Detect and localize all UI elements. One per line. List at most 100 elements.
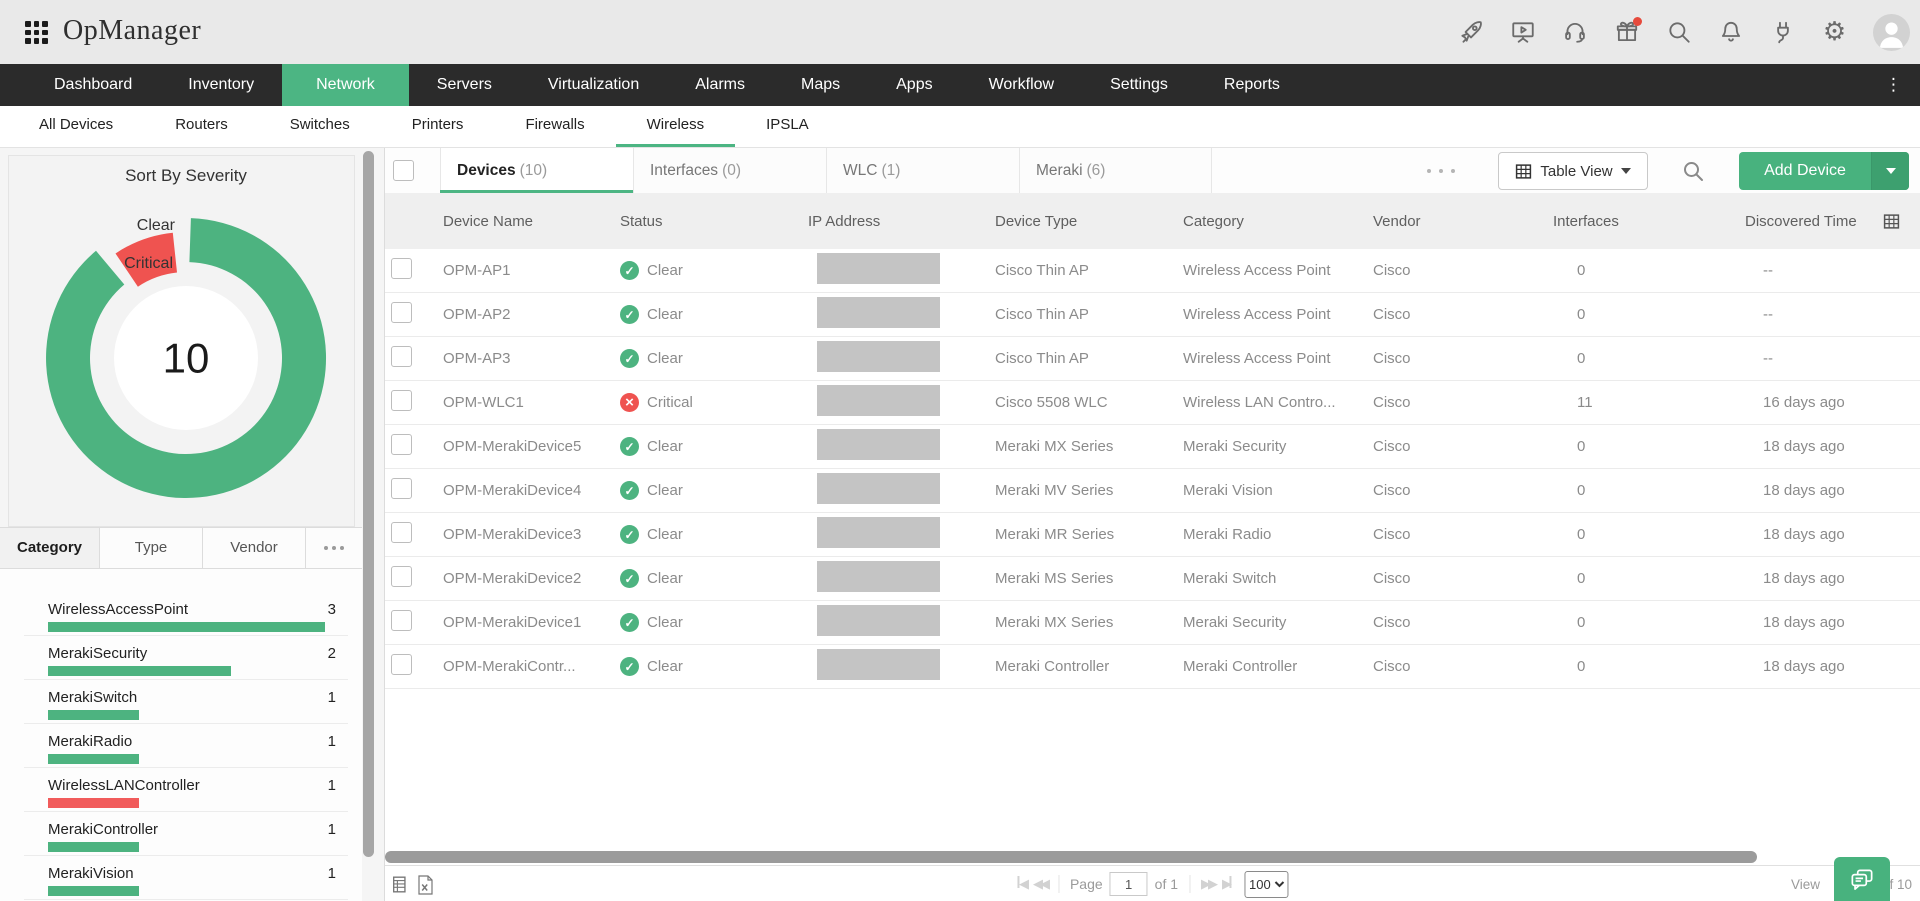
export-table-icon[interactable]	[392, 875, 410, 894]
nav-item[interactable]: Inventory	[188, 76, 255, 93]
prev-page-button[interactable]: ◀◀	[1032, 877, 1050, 892]
subnav-item[interactable]: Switches	[289, 116, 350, 133]
device-name[interactable]: OPM-AP2	[443, 306, 511, 323]
table-row[interactable]: OPM-AP1 Clear Cisco Thin AP Wireless Acc…	[385, 249, 1920, 293]
row-checkbox[interactable]	[391, 610, 412, 631]
horizontal-scrollbar[interactable]	[385, 851, 1757, 863]
first-page-button[interactable]: ◀	[1016, 876, 1029, 892]
row-checkbox[interactable]	[391, 390, 412, 411]
device-name[interactable]: OPM-AP1	[443, 262, 511, 279]
col-device-name[interactable]: Device Name	[443, 212, 534, 230]
subnav-item[interactable]: IPSLA	[766, 116, 809, 133]
table-row[interactable]: OPM-MerakiDevice3 Clear Meraki MR Series…	[385, 513, 1920, 557]
subnav-item[interactable]: Printers	[411, 116, 464, 133]
last-page-button[interactable]: ▶	[1222, 876, 1232, 892]
device-tab[interactable]: WLC (1)	[826, 148, 1019, 193]
settings-gear-icon[interactable]: ⚙	[1822, 17, 1847, 47]
plugin-plug-icon[interactable]	[1769, 19, 1796, 46]
device-name[interactable]: OPM-MerakiContr...	[443, 658, 576, 675]
tabs-more-icon[interactable]	[1427, 169, 1455, 173]
rocket-icon[interactable]	[1457, 19, 1484, 46]
device-name[interactable]: OPM-WLC1	[443, 394, 524, 411]
subnav-item[interactable]: Firewalls	[525, 116, 585, 133]
device-tab[interactable]: Interfaces (0)	[633, 148, 826, 193]
row-checkbox[interactable]	[391, 434, 412, 455]
device-tab[interactable]: Meraki (6)	[1019, 148, 1212, 193]
row-checkbox[interactable]	[391, 522, 412, 543]
global-search-icon[interactable]	[1665, 19, 1692, 46]
presentation-play-icon[interactable]	[1509, 19, 1536, 46]
page-number-input[interactable]	[1109, 872, 1148, 896]
row-checkbox[interactable]	[391, 654, 412, 675]
col-ip-address[interactable]: IP Address	[808, 212, 881, 230]
col-discovered-time[interactable]: Discovered Time	[1745, 212, 1857, 230]
device-name[interactable]: OPM-MerakiDevice5	[443, 438, 582, 455]
category-row[interactable]: MerakiRadio 1	[24, 724, 348, 768]
tab-category[interactable]: Category	[0, 528, 100, 568]
row-checkbox[interactable]	[391, 258, 412, 279]
apps-grid-icon[interactable]	[25, 21, 48, 44]
select-all-checkbox[interactable]	[393, 160, 414, 181]
nav-item[interactable]: Dashboard	[54, 76, 133, 93]
nav-item[interactable]: Servers	[436, 76, 492, 93]
add-device-dropdown[interactable]	[1871, 152, 1909, 190]
table-row[interactable]: OPM-MerakiDevice5 Clear Meraki MX Series…	[385, 425, 1920, 469]
device-name[interactable]: OPM-AP3	[443, 350, 511, 367]
gift-icon[interactable]	[1613, 16, 1642, 46]
table-row[interactable]: OPM-WLC1 Critical Cisco 5508 WLC Wireles…	[385, 381, 1920, 425]
severity-donut-chart[interactable]: 10 Clear Critical	[0, 188, 372, 518]
category-row[interactable]: MerakiVision 1	[24, 856, 348, 900]
tab-vendor[interactable]: Vendor	[203, 528, 306, 568]
row-checkbox[interactable]	[391, 478, 412, 499]
tab-type[interactable]: Type	[100, 528, 203, 568]
col-interfaces[interactable]: Interfaces	[1553, 212, 1619, 230]
row-checkbox[interactable]	[391, 346, 412, 367]
device-name[interactable]: OPM-MerakiDevice2	[443, 570, 582, 587]
add-device-button[interactable]: Add Device	[1739, 152, 1909, 190]
device-name[interactable]: OPM-MerakiDevice4	[443, 482, 582, 499]
table-row[interactable]: OPM-AP3 Clear Cisco Thin AP Wireless Acc…	[385, 337, 1920, 381]
device-name[interactable]: OPM-MerakiDevice3	[443, 526, 582, 543]
nav-item[interactable]: Settings	[1110, 76, 1168, 93]
user-avatar[interactable]	[1873, 13, 1910, 51]
nav-item[interactable]: Workflow	[988, 76, 1055, 93]
sidebar-tabs-more-icon[interactable]	[306, 528, 362, 568]
nav-item[interactable]: Alarms	[695, 76, 745, 93]
table-row[interactable]: OPM-MerakiDevice1 Clear Meraki MX Series…	[385, 601, 1920, 645]
table-row[interactable]: OPM-MerakiContr... Clear Meraki Controll…	[385, 645, 1920, 689]
page-size-select[interactable]: 100	[1244, 870, 1289, 898]
category-row[interactable]: MerakiSecurity 2	[24, 636, 348, 680]
col-vendor[interactable]: Vendor	[1373, 212, 1421, 230]
category-row[interactable]: WirelessLANController 1	[24, 768, 348, 812]
chat-support-button[interactable]	[1834, 857, 1890, 901]
nav-item[interactable]: Virtualization	[547, 76, 640, 93]
support-headset-icon[interactable]	[1561, 19, 1588, 46]
category-row[interactable]: MerakiController 1	[24, 812, 348, 856]
device-tab[interactable]: Devices (10)	[440, 148, 633, 193]
device-name[interactable]: OPM-MerakiDevice1	[443, 614, 582, 631]
table-row[interactable]: OPM-MerakiDevice4 Clear Meraki MV Series…	[385, 469, 1920, 513]
nav-item[interactable]: Reports	[1223, 76, 1280, 93]
sidebar-scrollbar[interactable]	[363, 151, 374, 857]
category-row[interactable]: MerakiSwitch 1	[24, 680, 348, 724]
next-page-button[interactable]: ▶▶	[1201, 877, 1218, 892]
col-status[interactable]: Status	[620, 212, 663, 230]
table-search-icon[interactable]	[1681, 159, 1705, 183]
subnav-item[interactable]: Wireless	[615, 106, 736, 147]
export-excel-icon[interactable]	[416, 875, 434, 895]
row-checkbox[interactable]	[391, 302, 412, 323]
nav-item[interactable]: Network	[282, 64, 409, 106]
subnav-item[interactable]: Routers	[175, 116, 228, 133]
table-row[interactable]: OPM-MerakiDevice2 Clear Meraki MS Series…	[385, 557, 1920, 601]
nav-item[interactable]: Apps	[896, 76, 933, 93]
nav-item[interactable]: Maps	[801, 76, 841, 93]
col-device-type[interactable]: Device Type	[995, 212, 1078, 230]
row-checkbox[interactable]	[391, 566, 412, 587]
notification-bell-icon[interactable]	[1717, 19, 1744, 46]
column-chooser-icon[interactable]	[1883, 213, 1900, 230]
table-row[interactable]: OPM-AP2 Clear Cisco Thin AP Wireless Acc…	[385, 293, 1920, 337]
col-category[interactable]: Category	[1183, 212, 1244, 230]
table-view-button[interactable]: Table View	[1498, 152, 1648, 190]
category-row[interactable]: WirelessAccessPoint 3	[24, 592, 348, 636]
subnav-item[interactable]: All Devices	[39, 116, 114, 133]
